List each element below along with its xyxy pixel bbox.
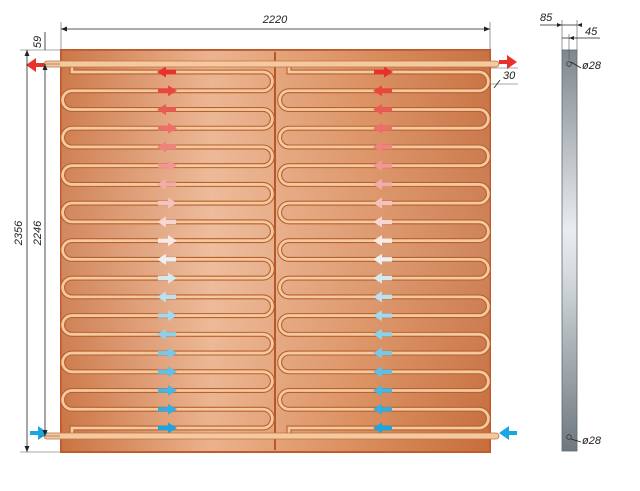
flow-arrow-icon	[158, 366, 177, 378]
outlet-right-arrow-icon	[499, 55, 517, 69]
flow-arrow-icon	[374, 66, 393, 78]
flow-arrow-icon	[373, 235, 392, 247]
pipe-spacing-label: 30	[503, 70, 516, 82]
flow-arrow-icon	[158, 310, 177, 322]
flow-arrow-icon	[158, 160, 177, 172]
flow-arrow-icon	[373, 328, 392, 340]
flow-arrow-icon	[157, 291, 176, 303]
flow-arrow-icon	[157, 253, 176, 265]
flow-arrow-icon	[373, 197, 392, 209]
flow-arrow-icon	[373, 385, 392, 397]
flow-arrow-icon	[158, 122, 177, 134]
flow-arrow-icon	[373, 178, 392, 190]
flow-arrow-icon	[373, 85, 392, 97]
flow-arrow-icon	[157, 103, 176, 115]
side-view: 85 45 ø28 ø28	[540, 12, 602, 452]
flow-arrow-icon	[158, 272, 177, 284]
side-depth-label: 45	[585, 26, 598, 38]
flow-arrow-icon	[158, 197, 177, 209]
flow-arrow-icon	[373, 310, 392, 322]
width-dimension: 2220	[60, 14, 491, 50]
height-dimensions: 2356 2246 59	[13, 32, 60, 453]
flow-arrow-icon	[373, 160, 392, 172]
pipe-diameter-bottom-label: ø28	[582, 435, 602, 447]
flow-arrow-icon	[158, 235, 177, 247]
flow-arrow-icon	[157, 141, 176, 153]
bottom-header-pipe	[43, 432, 500, 440]
flow-arrow-icon	[373, 103, 392, 115]
flow-arrow-icon	[373, 216, 392, 228]
flow-arrow-icon	[373, 366, 392, 378]
pipe-spacing-dimension: 30	[490, 67, 518, 89]
top-offset-label: 59	[32, 36, 44, 48]
flow-arrow-icon	[373, 347, 392, 359]
bottom-pipe-section	[566, 434, 572, 440]
flow-arrow-icon	[157, 328, 176, 340]
flow-arrow-icon	[373, 272, 392, 284]
flow-arrow-icon	[373, 141, 392, 153]
flow-arrow-icon	[158, 347, 177, 359]
flow-arrow-icon	[157, 66, 176, 78]
side-overall-label: 85	[540, 12, 553, 24]
flow-arrow-icon	[373, 403, 392, 415]
flow-arrow-icon	[373, 253, 392, 265]
flow-arrow-icon	[158, 403, 177, 415]
top-header-pipe	[43, 60, 500, 68]
inlet-right-arrow-icon	[499, 426, 517, 440]
flow-arrow-icon	[373, 291, 392, 303]
flow-arrow-icon	[373, 422, 392, 434]
flow-arrow-icon	[373, 122, 392, 134]
outlet-left-arrow-icon	[26, 58, 44, 72]
right-serpentine-pipe	[278, 64, 490, 436]
flow-arrow-icon	[158, 85, 177, 97]
flow-arrow-icon	[157, 216, 176, 228]
inlet-left-arrow-icon	[30, 426, 48, 440]
serpentine-pipes	[60, 64, 491, 436]
flow-arrow-icon	[157, 178, 176, 190]
flow-arrows	[157, 66, 393, 434]
left-serpentine-pipe	[61, 64, 274, 436]
top-pipe-section	[566, 61, 572, 67]
flow-arrow-icon	[158, 385, 177, 397]
pipe-diameter-top-label: ø28	[582, 60, 602, 72]
flow-arrow-icon	[158, 422, 177, 434]
width-label: 2220	[262, 14, 288, 26]
collector-panel	[60, 49, 491, 453]
side-panel	[561, 49, 578, 452]
overall-height-label: 2356	[13, 220, 25, 246]
inner-height-label: 2246	[32, 220, 44, 246]
